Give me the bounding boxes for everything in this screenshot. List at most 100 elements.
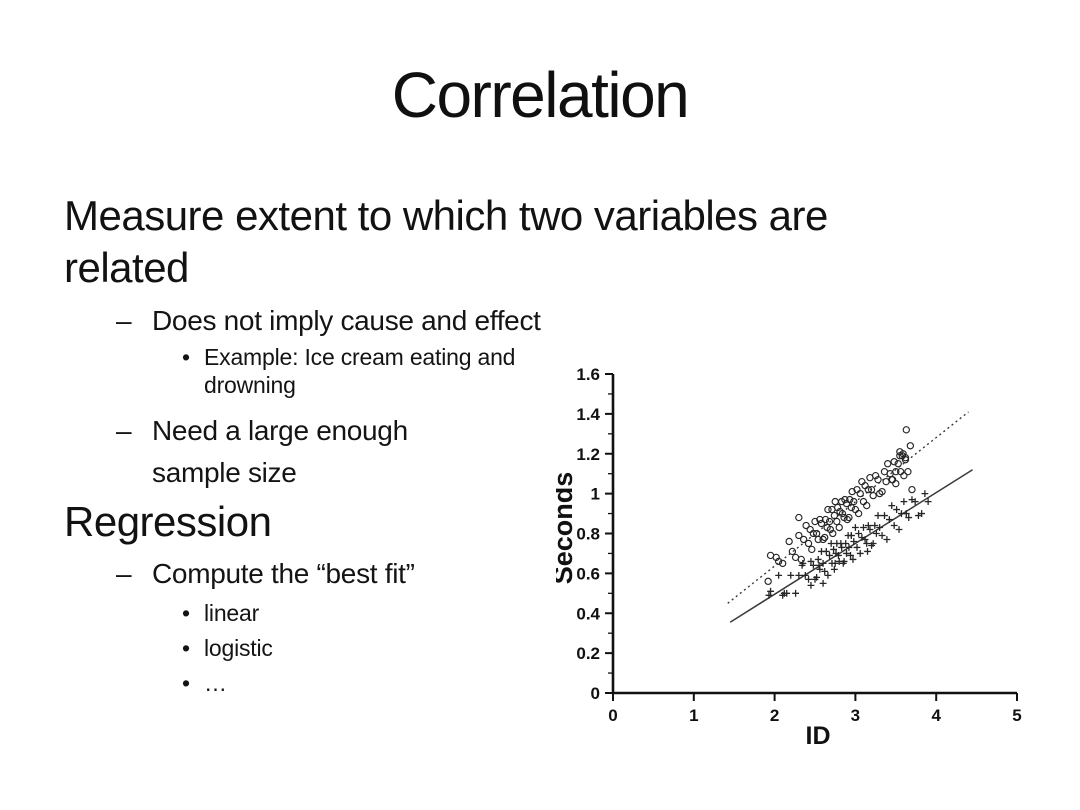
dot-bullet-icon: •: [182, 344, 190, 370]
circle-marker: [843, 515, 851, 524]
circle-marker: [863, 501, 871, 510]
circle-marker: [838, 509, 847, 518]
plus-marker: [860, 524, 867, 531]
heading-correlation-measure: Measure extent to which two variables ar…: [64, 190, 994, 294]
plus-marker: [873, 530, 880, 537]
x-tick-label: 5: [1012, 706, 1021, 725]
plus-marker: [779, 591, 787, 599]
plus-marker: [918, 510, 926, 517]
plus-marker: [835, 552, 842, 559]
plus-marker: [856, 550, 864, 557]
circle-marker: [829, 529, 837, 538]
page-title: Correlation: [391, 59, 690, 131]
x-tick-label: 2: [770, 706, 779, 725]
circle-marker: [835, 523, 843, 532]
plus-marker: [905, 514, 913, 521]
y-tick-label: 1.2: [576, 445, 600, 464]
plus-marker: [814, 556, 822, 563]
plus-marker: [843, 550, 850, 557]
plus-marker: [787, 571, 795, 579]
circle-marker: [900, 472, 908, 480]
bullet-text: …: [204, 670, 227, 696]
circle-marker: [892, 468, 900, 476]
plus-marker: [883, 536, 891, 543]
plus-marker: [767, 587, 774, 595]
circle-marker: [821, 515, 830, 524]
bullet-text: logistic: [204, 635, 273, 661]
circle-marker: [890, 458, 898, 466]
bullet-line-1: Need a large enough: [152, 415, 408, 446]
circle-marker: [833, 517, 841, 526]
circle-marker: [894, 460, 902, 468]
circle-marker: [845, 513, 853, 522]
plus-marker: [893, 506, 901, 513]
y-tick-label: 0.4: [576, 604, 600, 623]
plus-marker: [813, 573, 821, 581]
heading-line-2: related: [64, 244, 189, 291]
circle-marker: [892, 479, 900, 488]
circle-marker: [869, 491, 877, 500]
y-tick-label: 1: [591, 485, 600, 504]
plus-marker: [824, 571, 832, 579]
dotted-fit-line: [727, 411, 969, 604]
dash-bullet-icon: –: [116, 558, 132, 589]
circle-marker: [809, 529, 818, 538]
circle-marker: [847, 503, 856, 512]
circle-marker: [802, 521, 810, 530]
plus-marker: [876, 524, 884, 531]
plus-marker: [795, 571, 803, 579]
y-tick-label: 0.8: [576, 525, 600, 544]
dot-bullet-icon: •: [182, 635, 190, 661]
circle-marker: [788, 547, 797, 556]
plus-marker: [890, 522, 898, 529]
circle-marker: [906, 442, 915, 450]
plus-marker: [830, 546, 837, 553]
x-tick-label: 4: [931, 706, 941, 725]
bullet-text: Example: Ice cream eating and drowning: [204, 343, 515, 399]
plus-marker: [840, 558, 848, 565]
circle-marker: [859, 497, 868, 506]
dot-bullet-icon: •: [182, 600, 190, 626]
bullet-text: Does not imply cause and effect: [152, 305, 541, 336]
plus-marker: [869, 540, 877, 547]
circle-marker: [858, 477, 866, 486]
bullet-text: Compute the “best fit”: [152, 558, 415, 589]
x-tick-label: 0: [608, 706, 617, 725]
circle-marker: [901, 456, 910, 464]
plus-marker: [799, 560, 807, 567]
circle-marker: [878, 487, 886, 496]
circle-marker: [846, 495, 854, 504]
circle-marker: [899, 450, 907, 458]
circle-marker: [795, 513, 803, 522]
plus-marker: [921, 490, 929, 498]
plus-marker: [885, 516, 893, 523]
y-tick-label: 1.6: [576, 365, 600, 384]
circle-marker: [902, 426, 910, 434]
circle-marker: [817, 519, 826, 528]
bullet-text: linear: [204, 600, 260, 626]
circle-marker: [854, 509, 863, 518]
plus-marker: [874, 512, 882, 519]
circle-marker: [800, 535, 808, 544]
plus-marker: [792, 589, 800, 597]
bullet-line-2: drowning: [204, 372, 296, 398]
circle-marker: [821, 533, 829, 542]
circle-marker: [826, 525, 835, 534]
bullet-line-1: Example: Ice cream eating and: [204, 344, 516, 370]
plus-marker: [861, 536, 869, 543]
circle-marker: [774, 557, 783, 566]
plus-marker: [783, 589, 791, 597]
plus-marker: [816, 565, 824, 573]
circle-marker: [864, 485, 873, 494]
plus-marker: [864, 522, 872, 529]
y-axis-label: Seconds: [556, 472, 578, 585]
circle-marker: [797, 555, 805, 564]
dash-bullet-icon: –: [116, 415, 132, 446]
circle-marker: [779, 559, 787, 568]
y-tick-label: 0.6: [576, 564, 600, 583]
circle-marker: [833, 503, 842, 512]
circle-marker: [785, 537, 793, 546]
circle-marker: [804, 539, 813, 548]
circle-marker: [908, 485, 916, 494]
heading-regression: Regression: [64, 498, 272, 545]
